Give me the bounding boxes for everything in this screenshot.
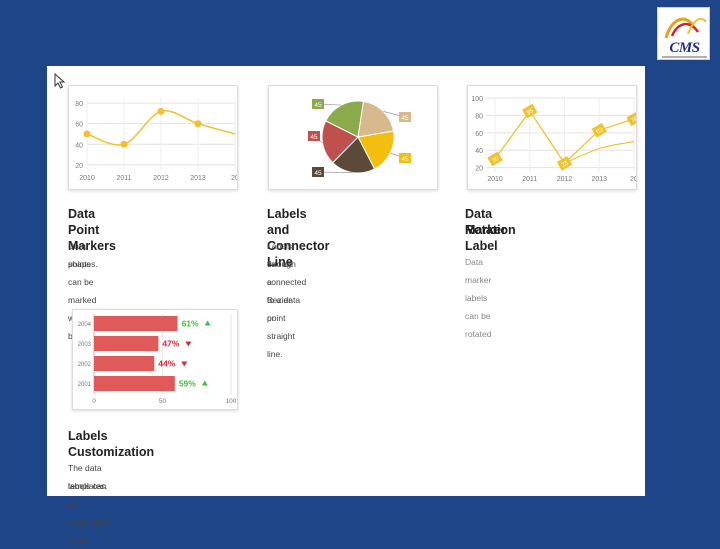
data-label: 45 bbox=[401, 156, 409, 163]
y-tick-label: 100 bbox=[471, 96, 483, 103]
card-description-line2: shapes. bbox=[68, 259, 98, 269]
card-title[interactable]: Labels Customization bbox=[68, 429, 155, 459]
data-label: 45 bbox=[401, 115, 409, 122]
connector-pie-chart: 45 45 45 45 45 bbox=[308, 99, 411, 177]
rotated-label-text: 25 bbox=[561, 160, 570, 169]
rotated-label-box bbox=[626, 111, 636, 127]
trend-up-icon bbox=[201, 380, 208, 386]
x-tick-label: 2010 bbox=[79, 175, 95, 182]
y-tick-label: 2002 bbox=[78, 362, 92, 368]
y-tick-label: 60 bbox=[75, 122, 83, 129]
card-description-line1: Data marker labels can be rotated bbox=[465, 257, 492, 339]
rotated-label-box bbox=[591, 122, 607, 138]
card-title[interactable]: Labels and Connector Line bbox=[267, 207, 330, 269]
bar-label: 59% bbox=[179, 379, 196, 389]
x-tick-label: 2012 bbox=[153, 175, 169, 182]
samples-panel: 80 60 40 20 2010 2011 2012 2013 20 Data Point Ma… bbox=[47, 66, 645, 545]
pie-slice bbox=[325, 100, 364, 138]
bar-label: 44% bbox=[158, 359, 175, 369]
data-point-marker bbox=[83, 130, 91, 138]
x-tick-label: 2011 bbox=[522, 176, 537, 183]
rotated-label-text: 30 bbox=[491, 156, 500, 165]
data-label-box bbox=[312, 167, 324, 177]
rotated-label: 30 bbox=[487, 151, 503, 167]
cms-logo: CMS bbox=[657, 7, 710, 60]
y-tick-label: 80 bbox=[75, 101, 83, 108]
chart-thumbnail-pie[interactable]: 45 45 45 45 45 bbox=[268, 85, 438, 190]
y-tick-label: 40 bbox=[475, 148, 483, 155]
markers-line-chart: 80 60 40 20 2010 2011 2012 2013 20 bbox=[75, 98, 237, 182]
rotated-label: 25 bbox=[556, 155, 573, 171]
rotated-label-text: 63 bbox=[596, 127, 605, 136]
bar bbox=[94, 316, 178, 331]
card-description-line1: Labels can be connected to a data point bbox=[267, 241, 307, 323]
y-tick-label: 60 bbox=[475, 131, 483, 138]
x-tick-label: 2010 bbox=[487, 176, 503, 183]
chart-thumbnail-rotation[interactable]: 100 80 60 40 20 2010 2011 2012 2013 20 30 85 25 63 76 bbox=[467, 85, 637, 190]
trend-down-icon bbox=[185, 341, 192, 347]
data-label: 45 bbox=[310, 134, 318, 141]
trend-up-icon bbox=[204, 320, 211, 326]
y-tick-label: 80 bbox=[475, 113, 483, 120]
rotated-label: 76 bbox=[626, 111, 636, 127]
pie-slice bbox=[357, 130, 395, 170]
data-point-marker bbox=[157, 107, 165, 115]
bar bbox=[94, 356, 155, 371]
data-label-box bbox=[308, 131, 320, 141]
rotated-label-box bbox=[556, 155, 573, 171]
logo-text: CMS bbox=[669, 40, 700, 56]
rotated-label: 85 bbox=[522, 103, 538, 119]
x-tick-label: 20 bbox=[630, 176, 636, 183]
cms-logo-icon bbox=[664, 17, 707, 39]
x-tick-label: 50 bbox=[159, 398, 167, 405]
data-label-box bbox=[312, 99, 324, 109]
data-label-box bbox=[399, 153, 411, 163]
y-tick-label: 20 bbox=[475, 166, 483, 173]
card-description-line2: templates. bbox=[68, 481, 108, 491]
x-tick-label: 100 bbox=[226, 398, 237, 405]
y-tick-label: 2003 bbox=[78, 342, 92, 348]
y-tick-label: 2004 bbox=[78, 322, 92, 328]
rotated-label-text: 85 bbox=[526, 108, 535, 117]
card-title[interactable]: Data Point Markers bbox=[68, 207, 116, 253]
y-tick-label: 40 bbox=[75, 142, 83, 149]
bar bbox=[94, 376, 175, 391]
rotated-label-text: 76 bbox=[630, 116, 636, 125]
data-label-box bbox=[399, 112, 411, 122]
bar-label: 47% bbox=[162, 339, 179, 349]
data-point-marker bbox=[120, 140, 128, 148]
card-description-line1: The data labels can be customized using bbox=[68, 463, 111, 545]
rotated-label-box bbox=[522, 103, 538, 119]
rotation-line-chart: 100 80 60 40 20 2010 2011 2012 2013 20 30 85 25 63 76 bbox=[471, 96, 636, 183]
rotated-label-box bbox=[487, 151, 503, 167]
logo-tagline bbox=[662, 56, 707, 58]
trend-down-icon bbox=[181, 361, 188, 367]
x-tick-label: 2013 bbox=[190, 175, 206, 182]
x-tick-label: 2012 bbox=[557, 176, 573, 183]
secondary-series-line bbox=[564, 140, 635, 164]
card-title-line1[interactable]: Data Marker Label bbox=[465, 207, 506, 253]
customized-bar-chart: 0 50 100 2004 61% 2003 47% 2002 44% 2001 59% bbox=[78, 314, 237, 405]
chart-thumbnail-markers[interactable]: 80 60 40 20 2010 2011 2012 2013 20 bbox=[68, 85, 238, 190]
x-tick-label: 2011 bbox=[116, 175, 131, 182]
y-tick-label: 2001 bbox=[78, 382, 92, 388]
card-title-line2[interactable]: Rotation bbox=[465, 223, 516, 237]
y-tick-label: 20 bbox=[75, 163, 83, 170]
chart-thumbnail-bars[interactable]: 0 50 100 2004 61% 2003 47% 2002 44% 2001 59% bbox=[72, 309, 238, 410]
card-description-line2: through a Bezier or straight line. bbox=[267, 259, 296, 359]
data-label: 45 bbox=[314, 170, 322, 177]
data-point-marker bbox=[194, 120, 202, 128]
mouse-pointer-icon bbox=[54, 73, 66, 89]
bar bbox=[94, 336, 159, 351]
x-tick-label: 0 bbox=[92, 398, 96, 405]
x-tick-label: 20 bbox=[231, 175, 237, 182]
bar-label: 61% bbox=[182, 319, 199, 329]
x-tick-label: 2013 bbox=[591, 176, 607, 183]
data-label: 45 bbox=[314, 102, 322, 109]
rotated-label: 63 bbox=[591, 122, 607, 138]
